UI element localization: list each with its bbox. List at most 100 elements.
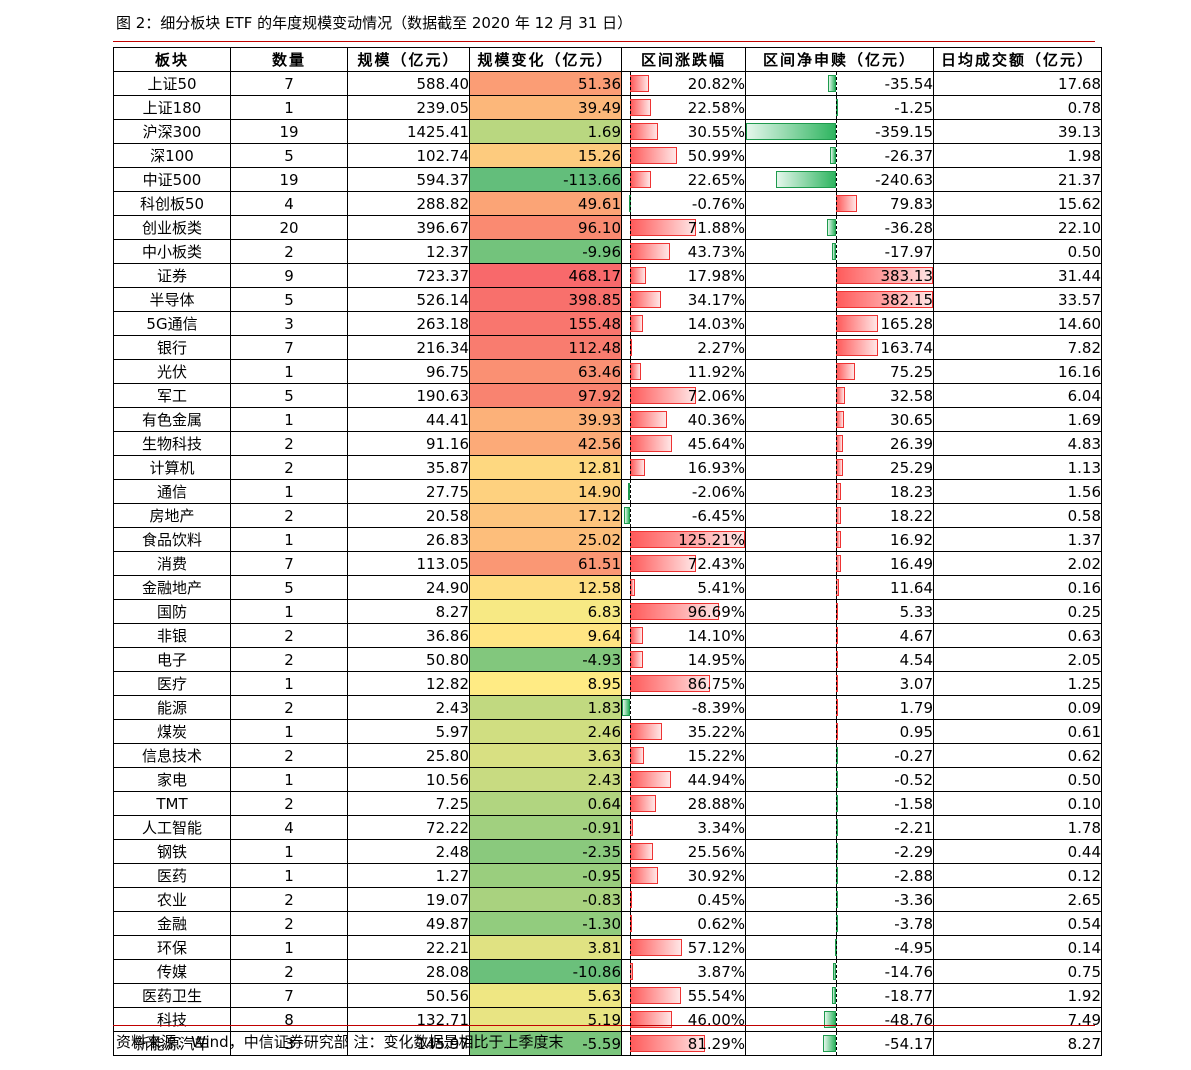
row-net-flow: -0.27	[745, 743, 934, 768]
row-sector-name: 有色金属	[113, 407, 231, 432]
row-net-flow-value: -14.76	[884, 962, 933, 981]
row-sector-name: 光伏	[113, 359, 231, 384]
row-count: 3	[230, 1031, 348, 1056]
row-scale: 263.18	[347, 311, 470, 336]
row-scale: 10.56	[347, 767, 470, 792]
row-avg-volume: 0.58	[933, 503, 1102, 528]
row-sector-name: 金融地产	[113, 575, 231, 600]
row-scale-change: -0.83	[469, 887, 622, 912]
row-return-value: 72.06%	[687, 386, 745, 405]
row-count: 19	[230, 167, 348, 192]
net-flow-axis	[836, 600, 838, 623]
net-flow-axis	[836, 144, 838, 167]
row-net-flow: -3.36	[745, 887, 934, 912]
row-avg-volume: 0.62	[933, 743, 1102, 768]
row-sector-name: 农业	[113, 887, 231, 912]
row-net-flow: 3.07	[745, 671, 934, 696]
row-scale-change: -2.35	[469, 839, 622, 864]
row-return: 55.54%	[621, 983, 746, 1008]
return-axis	[629, 840, 631, 863]
row-return: 96.69%	[621, 599, 746, 624]
row-avg-volume: 1.69	[933, 407, 1102, 432]
return-axis	[629, 600, 631, 623]
row-scale-change: 2.43	[469, 767, 622, 792]
row-scale: 5.97	[347, 719, 470, 744]
net-flow-axis	[836, 96, 838, 119]
net-flow-axis	[836, 1032, 838, 1055]
header-scale: 规模（亿元）	[347, 47, 470, 72]
table-header-row: 板块 数量 规模（亿元） 规模变化（亿元） 区间涨跌幅 区间净申赎（亿元） 日均…	[113, 47, 1102, 72]
row-count: 1	[230, 671, 348, 696]
table-row: 医疗 1 12.82 8.95 86.75% 3.07 1.25	[113, 671, 1102, 696]
row-net-flow: -54.17	[745, 1031, 934, 1056]
return-axis	[629, 696, 631, 719]
net-flow-bar	[836, 411, 845, 428]
row-count: 5	[230, 287, 348, 312]
row-avg-volume: 0.10	[933, 791, 1102, 816]
table-row: 非银 2 36.86 9.64 14.10% 4.67 0.63	[113, 623, 1102, 648]
return-axis	[629, 384, 631, 407]
row-avg-volume: 0.44	[933, 839, 1102, 864]
row-avg-volume: 15.62	[933, 191, 1102, 216]
row-scale-change: -10.86	[469, 959, 622, 984]
row-scale: 20.58	[347, 503, 470, 528]
table-row: 能源 2 2.43 1.83 -8.39% 1.79 0.09	[113, 695, 1102, 720]
return-axis	[629, 264, 631, 287]
row-return: -0.76%	[621, 191, 746, 216]
row-scale-change: -0.91	[469, 815, 622, 840]
row-sector-name: 金融	[113, 911, 231, 936]
row-avg-volume: 7.49	[933, 1007, 1102, 1032]
row-net-flow-value: 32.58	[890, 386, 933, 405]
row-count: 9	[230, 263, 348, 288]
row-return-value: 50.99%	[687, 146, 745, 165]
row-return: 22.65%	[621, 167, 746, 192]
row-net-flow-value: -36.28	[884, 218, 933, 237]
row-net-flow: 382.15	[745, 287, 934, 312]
row-return-value: 72.43%	[687, 554, 745, 573]
table-row: 光伏 1 96.75 63.46 11.92% 75.25 16.16	[113, 359, 1102, 384]
row-avg-volume: 1.78	[933, 815, 1102, 840]
row-count: 7	[230, 551, 348, 576]
row-net-flow: -14.76	[745, 959, 934, 984]
return-axis	[629, 528, 631, 551]
row-scale-change: 155.48	[469, 311, 622, 336]
row-return-value: 22.65%	[687, 170, 745, 189]
return-bar	[629, 243, 670, 260]
row-scale: 35.87	[347, 455, 470, 480]
row-net-flow-value: -1.25	[894, 98, 933, 117]
row-sector-name: 5G通信	[113, 311, 231, 336]
row-count: 2	[230, 623, 348, 648]
net-flow-axis	[836, 408, 838, 431]
net-flow-axis	[836, 696, 838, 719]
table-row: 人工智能 4 72.22 -0.91 3.34% -2.21 1.78	[113, 815, 1102, 840]
row-avg-volume: 0.78	[933, 95, 1102, 120]
return-bar	[629, 747, 644, 764]
row-count: 4	[230, 815, 348, 840]
return-bar	[629, 435, 672, 452]
row-avg-volume: 1.98	[933, 143, 1102, 168]
row-scale: 8.27	[347, 599, 470, 624]
net-flow-axis	[836, 120, 838, 143]
row-return: 40.36%	[621, 407, 746, 432]
row-scale: 723.37	[347, 263, 470, 288]
row-return-value: 22.58%	[687, 98, 745, 117]
row-scale-change: -9.96	[469, 239, 622, 264]
row-return-value: 14.03%	[687, 314, 745, 333]
row-return-value: 11.92%	[687, 362, 745, 381]
return-axis	[629, 936, 631, 959]
return-bar	[629, 555, 697, 572]
table-row: 传媒 2 28.08 -10.86 3.87% -14.76 0.75	[113, 959, 1102, 984]
row-scale: 588.40	[347, 71, 470, 96]
row-return: 35.22%	[621, 719, 746, 744]
row-scale: 22.21	[347, 935, 470, 960]
row-return-value: 71.88%	[687, 218, 745, 237]
row-net-flow-value: -18.77	[884, 986, 933, 1005]
row-return: 81.29%	[621, 1031, 746, 1056]
row-net-flow-value: 382.15	[880, 290, 933, 309]
return-bar	[629, 75, 649, 92]
net-flow-axis	[836, 456, 838, 479]
row-net-flow: -4.95	[745, 935, 934, 960]
row-avg-volume: 1.25	[933, 671, 1102, 696]
row-scale-change: 0.64	[469, 791, 622, 816]
return-bar	[629, 987, 681, 1004]
